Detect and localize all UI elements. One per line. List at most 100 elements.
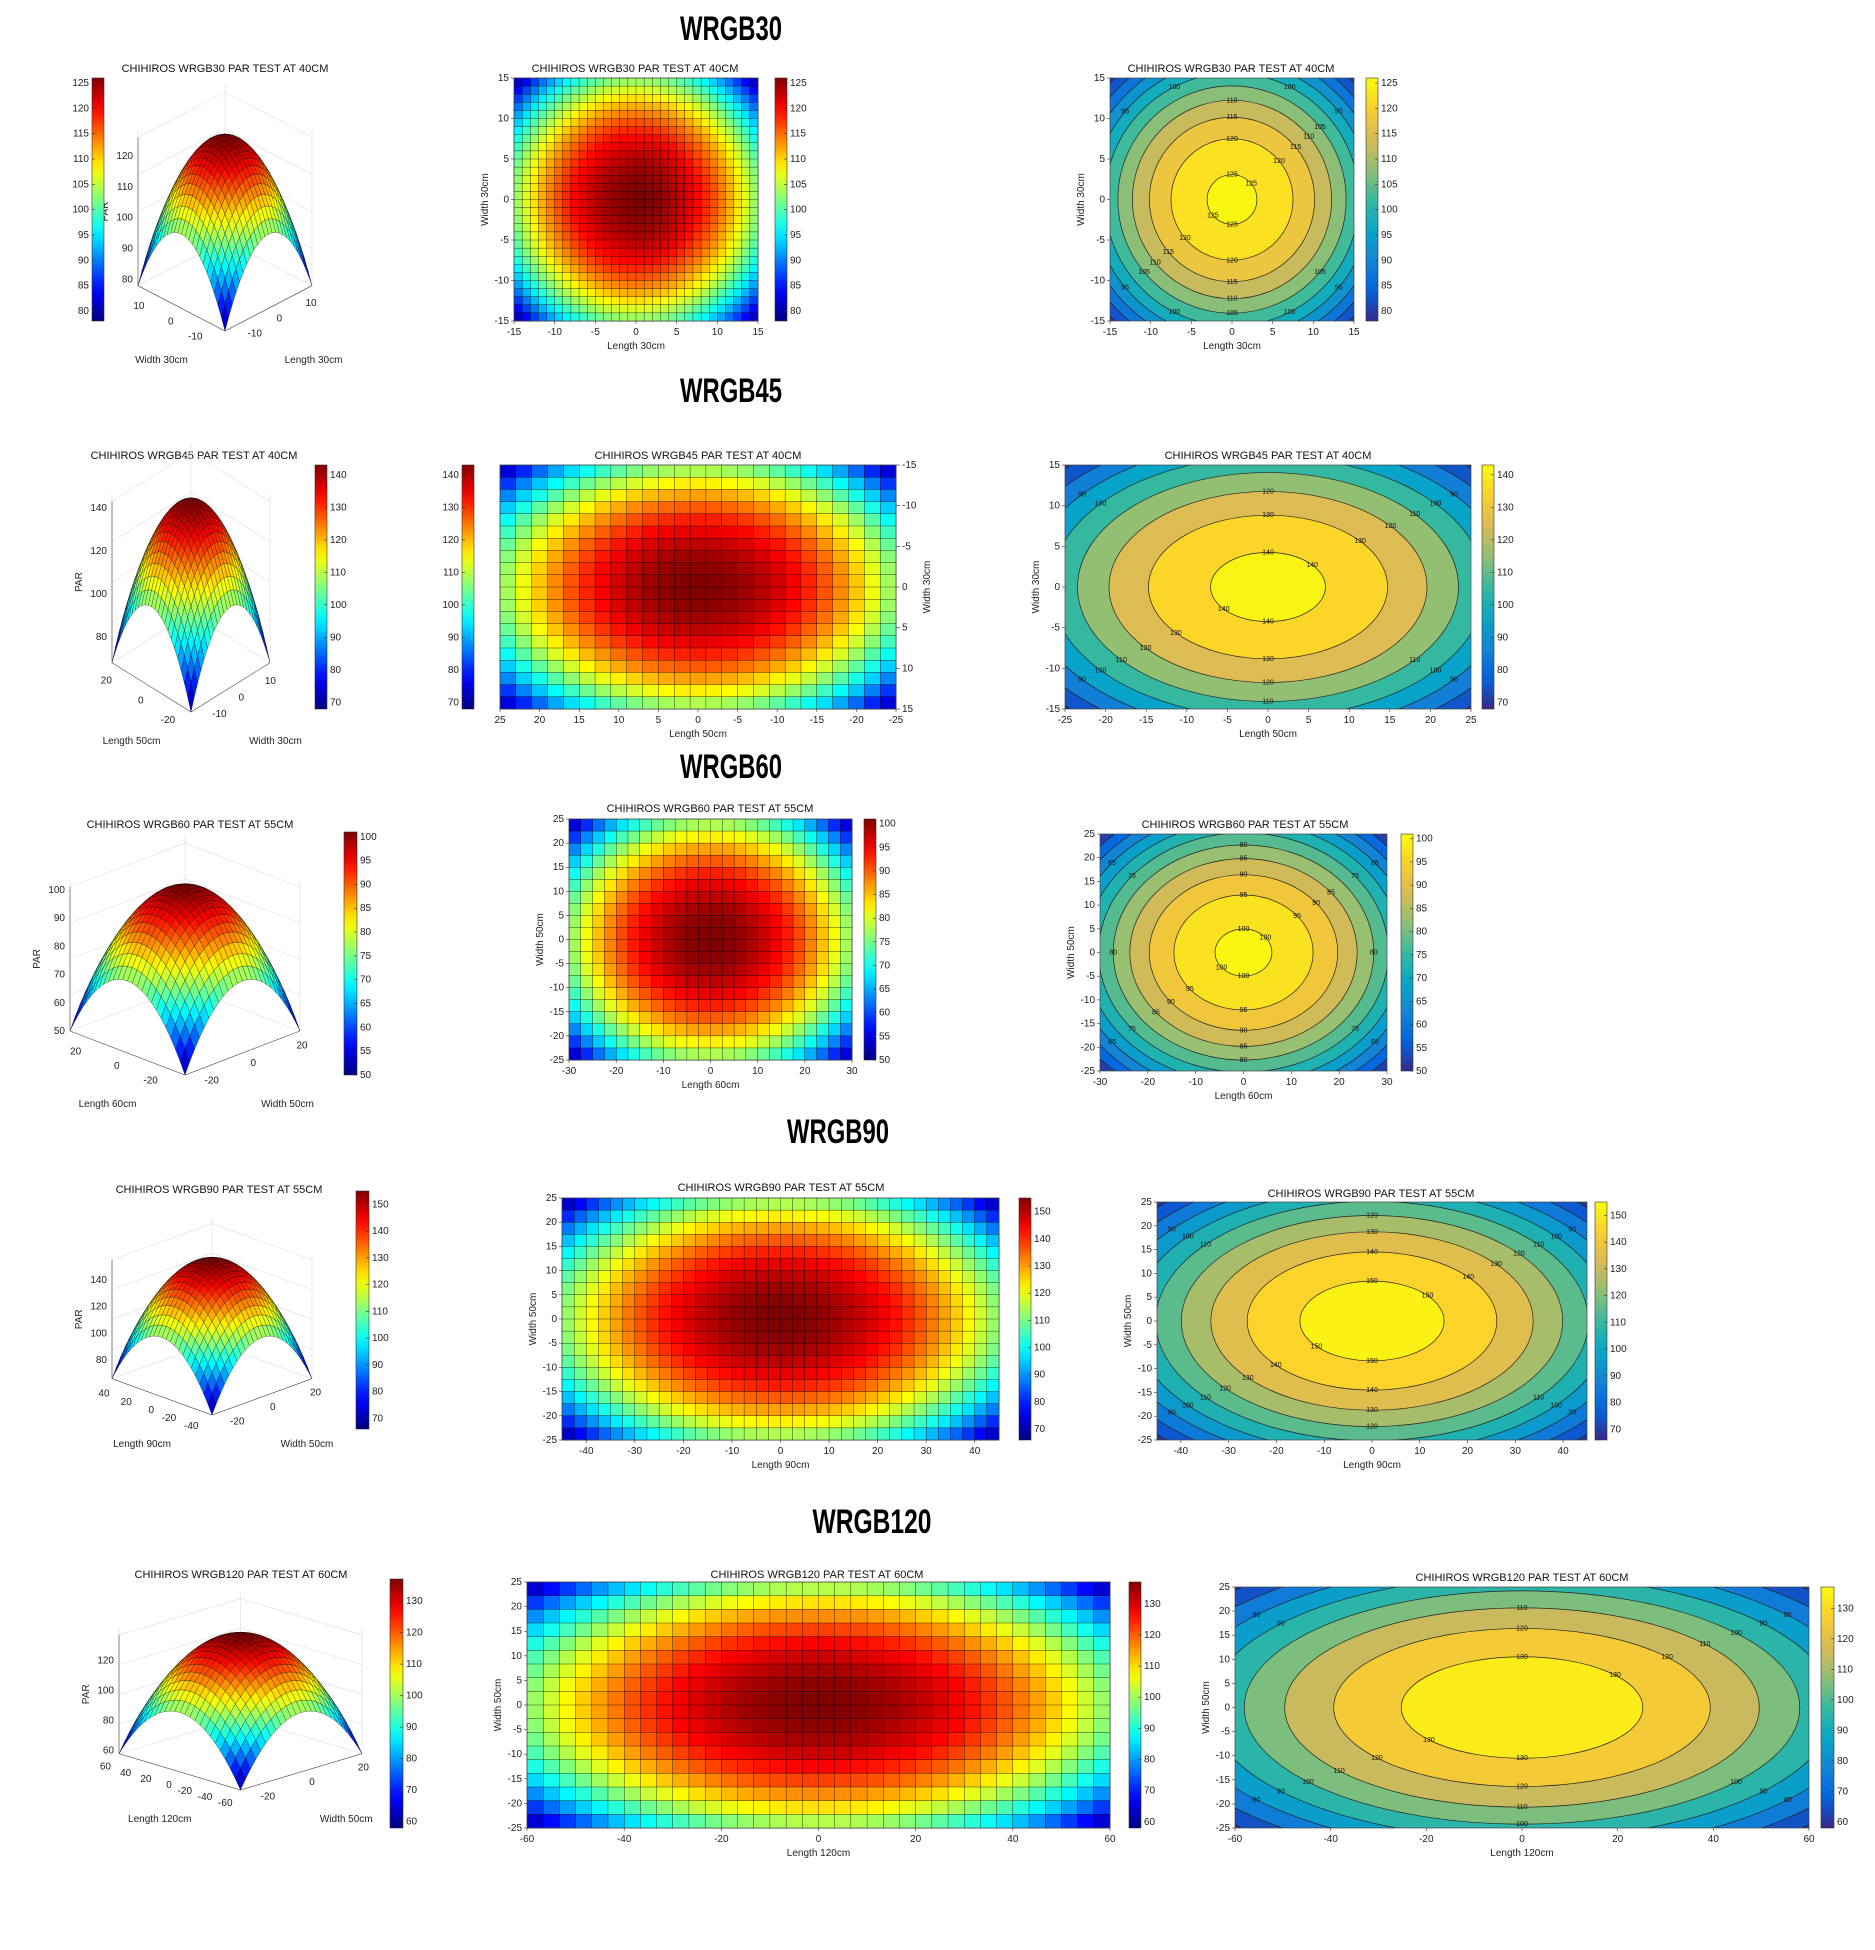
heatmap-cell bbox=[521, 142, 531, 152]
y-tick-label: -20 bbox=[550, 1031, 565, 1042]
heatmap-cell bbox=[879, 538, 897, 551]
heatmap-cell bbox=[635, 166, 645, 176]
heatmap-cell bbox=[530, 183, 539, 192]
heatmap-cell bbox=[709, 264, 718, 273]
heatmap-cell bbox=[530, 272, 539, 281]
heatmap-cell bbox=[689, 635, 707, 649]
heatmap-cell bbox=[828, 1197, 842, 1211]
heatmap-cell bbox=[804, 915, 817, 928]
heatmap-cell bbox=[595, 183, 604, 192]
heatmap-cell bbox=[769, 1047, 782, 1061]
heatmap-cell bbox=[692, 207, 702, 217]
contour-label: 90 bbox=[1240, 872, 1248, 879]
heatmap-cell bbox=[745, 891, 759, 904]
colorbar-tick-label: 65 bbox=[360, 999, 372, 1010]
heatmap-cell bbox=[757, 867, 770, 880]
heatmap-cell bbox=[804, 1222, 818, 1235]
heatmap-cell bbox=[538, 134, 547, 144]
heatmap-cell bbox=[592, 963, 605, 977]
heatmap-cell bbox=[832, 538, 849, 551]
heatmap-cell bbox=[595, 134, 604, 144]
heatmap-cell bbox=[741, 175, 751, 184]
heatmap-cell bbox=[594, 586, 612, 600]
heatmap-cell bbox=[733, 150, 743, 160]
heatmap-cell bbox=[611, 150, 621, 160]
heatmap-cell bbox=[879, 562, 897, 576]
heatmap-cell bbox=[595, 166, 604, 176]
heatmap-cell bbox=[579, 647, 596, 661]
heatmap-cell bbox=[531, 525, 548, 539]
heatmap-cell bbox=[594, 647, 612, 661]
x-tick-label: -30 bbox=[1093, 1077, 1108, 1088]
heatmap-cell bbox=[635, 207, 645, 217]
contour-label: 90 bbox=[1450, 492, 1458, 499]
heatmap-cell bbox=[784, 647, 802, 661]
heatmap-cell bbox=[619, 158, 629, 168]
heatmap-cell bbox=[674, 464, 691, 478]
heatmap-cell bbox=[676, 191, 686, 200]
contour-label: 110 bbox=[1409, 657, 1420, 664]
heatmap-cell bbox=[692, 118, 702, 127]
heatmap-cell bbox=[668, 142, 678, 152]
heatmap-cell bbox=[635, 126, 645, 136]
y-tick-label: 15 bbox=[1094, 73, 1106, 84]
heatmap-cell bbox=[592, 867, 605, 880]
heatmap-cell bbox=[749, 247, 759, 257]
contour-label: 75 bbox=[1351, 873, 1359, 880]
heatmap-cell bbox=[753, 672, 770, 685]
heatmap-cell bbox=[660, 134, 669, 144]
heatmap-cell bbox=[639, 951, 652, 964]
heatmap-cell bbox=[615, 915, 629, 928]
heatmap-cell bbox=[700, 134, 710, 144]
heatmap-cell bbox=[753, 635, 770, 649]
heatmap-cell bbox=[579, 672, 596, 685]
heatmap-cell bbox=[684, 150, 694, 160]
heatmap-cell bbox=[530, 158, 539, 168]
heatmap-cell bbox=[698, 1023, 711, 1037]
heatmap-cell bbox=[658, 477, 675, 490]
contour-label: 90 bbox=[1078, 492, 1086, 499]
heatmap-cell bbox=[737, 672, 754, 685]
heatmap-cell bbox=[741, 215, 751, 225]
heatmap-cell bbox=[864, 538, 881, 551]
heatmap-cell bbox=[698, 903, 711, 916]
heatmap-cell bbox=[709, 280, 718, 289]
contour-bands bbox=[1110, 78, 1354, 321]
heatmap-cell bbox=[749, 215, 759, 225]
heatmap-cell bbox=[705, 489, 723, 502]
heatmap-cell bbox=[573, 1222, 587, 1235]
heatmap-cell bbox=[722, 879, 735, 892]
heatmap-cell bbox=[604, 927, 617, 940]
heatmap-cell bbox=[562, 175, 572, 184]
heatmap-cell bbox=[619, 288, 629, 298]
heatmap-cell bbox=[554, 134, 564, 144]
heatmap-cell bbox=[652, 304, 661, 314]
heatmap-cell bbox=[769, 623, 786, 637]
contour-label: 95 bbox=[1335, 108, 1343, 115]
heatmap-cell bbox=[619, 256, 629, 265]
heatmap-cell bbox=[610, 586, 628, 600]
heatmap-cell bbox=[615, 963, 629, 977]
heatmap-cell bbox=[700, 126, 710, 136]
heatmap-cell bbox=[658, 1197, 672, 1211]
heatmap-cell bbox=[515, 623, 533, 637]
heatmap-cell bbox=[611, 134, 621, 144]
heatmap-cell bbox=[579, 525, 596, 539]
heatmap-cell bbox=[784, 586, 802, 600]
heatmap-cell bbox=[652, 288, 661, 298]
heatmap-cell bbox=[737, 647, 754, 661]
heatmap-cell bbox=[864, 562, 881, 576]
heatmap-cell bbox=[660, 175, 669, 184]
heatmap-cell bbox=[578, 288, 588, 298]
heatmap-cell bbox=[848, 489, 865, 502]
heatmap-cell bbox=[663, 951, 676, 964]
heatmap-cell bbox=[546, 296, 556, 306]
heatmap-cell bbox=[578, 239, 588, 249]
heatmap-cell bbox=[652, 175, 661, 184]
heatmap-cell bbox=[578, 272, 588, 281]
heatmap-cell bbox=[749, 142, 759, 152]
heatmap-cell bbox=[603, 110, 612, 119]
heatmap-cell bbox=[816, 696, 834, 710]
heatmap-cell bbox=[733, 183, 743, 192]
heatmap-cell bbox=[721, 672, 738, 685]
